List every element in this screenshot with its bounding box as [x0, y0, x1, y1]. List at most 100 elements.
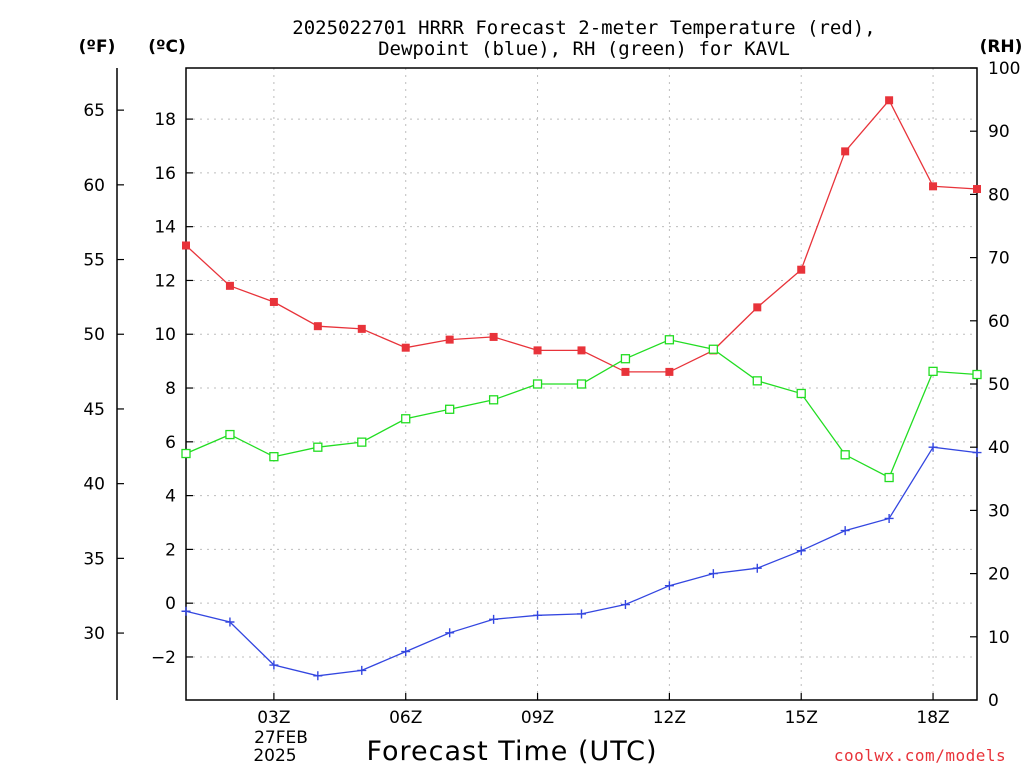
celsius-tick-label: 4 — [165, 487, 176, 507]
temperature-point — [533, 346, 542, 355]
temperature-point — [973, 185, 981, 194]
temperature-line — [185, 99, 978, 373]
celsius-tick-label: 16 — [154, 164, 176, 184]
rh-tick-label: 30 — [988, 501, 1010, 521]
rh-tick-label: 70 — [988, 249, 1010, 269]
rh-tick-label: 80 — [988, 185, 1010, 205]
rh-tick-label: 100 — [988, 59, 1020, 79]
rh-point — [972, 369, 982, 380]
fahrenheit-tick-label: 55 — [83, 251, 105, 271]
x-tick-label: 15Z — [785, 708, 818, 728]
temperature-point — [621, 367, 630, 376]
x-tick-label: 09Z — [521, 708, 554, 728]
axes — [116, 67, 978, 701]
dewpoint-point — [357, 665, 367, 675]
rh-tick-label: 40 — [988, 438, 1010, 458]
rh-point — [181, 448, 191, 459]
dewpoint-point — [445, 628, 455, 638]
rh-point — [708, 344, 718, 354]
fahrenheit-tick-label: 40 — [83, 475, 105, 495]
fahrenheit-axis-unit: (ºF) — [79, 37, 116, 57]
temperature-point — [841, 147, 850, 156]
dewpoint-point — [796, 546, 806, 556]
temperature-point — [357, 324, 366, 333]
rh-line — [185, 339, 978, 479]
dewpoint-line — [185, 446, 978, 677]
dewpoint-point — [181, 606, 191, 616]
dewpoint-point — [533, 610, 543, 620]
celsius-tick-label: −2 — [151, 648, 176, 668]
dewpoint-point — [620, 600, 630, 610]
dewpoint-point — [928, 442, 938, 452]
rh-point — [620, 354, 631, 364]
temperature-point — [753, 303, 762, 312]
temperature-point — [489, 332, 498, 341]
chart-title-line2: Dewpoint (blue), RH (green) for KAVL — [378, 38, 790, 60]
rh-point — [796, 388, 806, 399]
rh-point — [401, 414, 411, 424]
fahrenheit-tick-label: 35 — [83, 549, 105, 569]
x-tick-label: 18Z — [916, 708, 949, 728]
celsius-tick-label: 14 — [154, 218, 176, 238]
dewpoint-point — [664, 581, 674, 591]
rh-axis-unit: (RH) — [980, 37, 1023, 57]
rh-point — [532, 379, 543, 389]
temperature-point — [577, 346, 586, 355]
x-tick-label: 12Z — [653, 708, 686, 728]
fahrenheit-tick-label: 50 — [83, 325, 105, 345]
temperature-point — [445, 335, 454, 344]
dewpoint-point — [401, 647, 411, 657]
grid-lines — [186, 68, 977, 700]
rh-point — [884, 472, 894, 483]
rh-tick-label: 90 — [988, 122, 1010, 142]
rh-point — [752, 376, 762, 386]
data-series — [181, 96, 982, 681]
rh-tick-label: 20 — [988, 565, 1010, 585]
rh-tick-label: 50 — [988, 375, 1010, 395]
chart-title-line1: 2025022701 HRRR Forecast 2-meter Tempera… — [292, 17, 875, 39]
dewpoint-point — [752, 563, 762, 573]
celsius-tick-label: 10 — [154, 325, 176, 345]
dewpoint-point — [884, 513, 894, 523]
plot-frame — [185, 67, 978, 701]
celsius-tick-label: 6 — [165, 433, 176, 453]
rh-tick-label: 0 — [988, 691, 999, 711]
celsius-tick-label: 0 — [165, 594, 176, 614]
fahrenheit-tick-label: 45 — [83, 400, 105, 420]
rh-point — [840, 450, 850, 460]
temperature-point — [797, 265, 806, 274]
credit-label: coolwx.com/models — [834, 746, 1006, 765]
fahrenheit-tick-label: 65 — [83, 101, 105, 121]
date-label-year: 2025 — [253, 746, 296, 766]
rh-point — [488, 395, 499, 405]
celsius-tick-label: 8 — [165, 379, 176, 399]
rh-point — [445, 404, 455, 414]
tick-labels: 03Z 06Z 09Z 12Z 15Z 18Z −2 0 2 4 6 8 10 12 14 16 18 30 35 4… — [83, 59, 1020, 728]
dewpoint-point — [313, 671, 323, 681]
temperature-point — [885, 96, 894, 105]
rh-point — [928, 366, 938, 377]
dewpoint-point — [269, 660, 279, 670]
temperature-point — [182, 241, 190, 250]
x-tick-label: 03Z — [257, 708, 290, 728]
temperature-point — [401, 343, 410, 352]
dewpoint-point — [489, 614, 499, 624]
temperature-point — [269, 297, 278, 306]
dewpoint-point — [840, 526, 850, 536]
date-label-day: 27FEB — [254, 728, 308, 748]
rh-point — [664, 335, 675, 345]
temperature-point — [929, 182, 938, 191]
dewpoint-point — [225, 617, 235, 627]
rh-point — [313, 442, 323, 452]
rh-tick-label: 60 — [988, 312, 1010, 332]
dewpoint-point — [972, 448, 982, 458]
dewpoint-point — [577, 609, 586, 619]
fahrenheit-tick-label: 30 — [83, 624, 105, 644]
celsius-tick-label: 2 — [165, 540, 176, 560]
celsius-tick-label: 12 — [154, 271, 176, 291]
rh-point — [225, 429, 235, 440]
x-axis-label: Forecast Time (UTC) — [366, 736, 657, 767]
x-tick-label: 06Z — [389, 708, 422, 728]
celsius-tick-label: 18 — [154, 110, 176, 130]
